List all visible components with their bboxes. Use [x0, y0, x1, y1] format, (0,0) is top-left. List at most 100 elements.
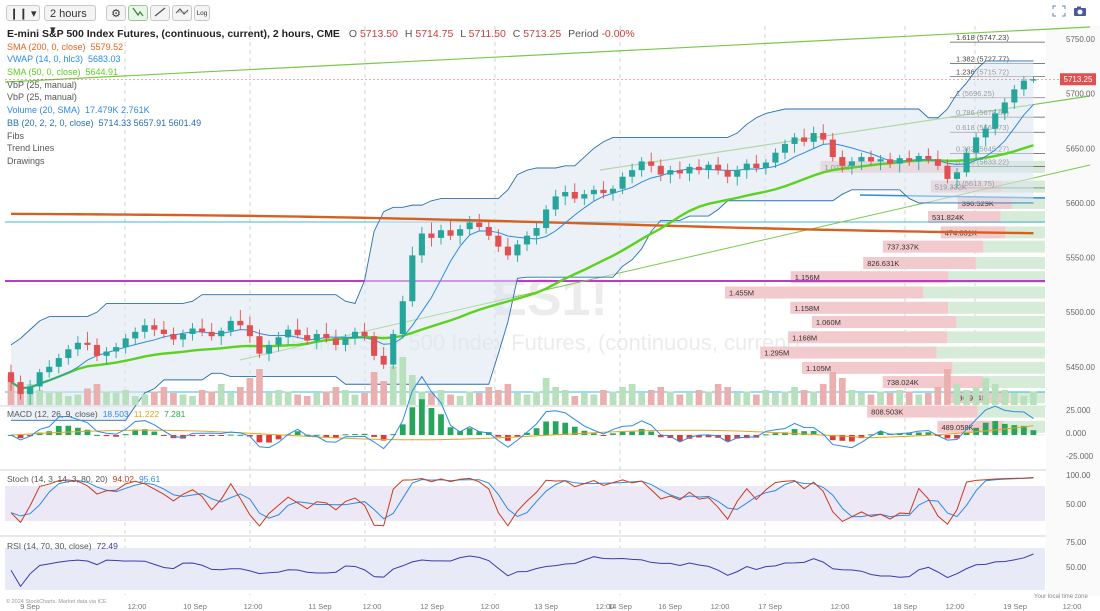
- candle-body: [237, 320, 244, 326]
- bollinger-upper-line: [10, 60, 1034, 346]
- volume-bar: [236, 387, 244, 405]
- candle-body: [600, 189, 607, 194]
- macd-histogram-bar: [925, 432, 932, 435]
- volume-bar: [877, 391, 884, 405]
- volume-bar: [122, 390, 130, 405]
- volume-bar: [924, 393, 932, 405]
- macd-name: MACD (12, 26, 9, close): [7, 409, 98, 419]
- macd-histogram-bar: [648, 431, 655, 435]
- time-axis-label: 13 Sep: [534, 602, 558, 611]
- volume-bar: [772, 393, 779, 405]
- price-axis-bg: [1046, 26, 1100, 596]
- candle-body: [552, 196, 559, 210]
- candle-body: [361, 331, 368, 337]
- volume-bar: [867, 394, 875, 405]
- candle: [418, 226, 425, 264]
- legend-row[interactable]: Fibs: [7, 130, 639, 143]
- crosshair-tool-button[interactable]: [128, 5, 148, 21]
- vbp-volume-label: 1.156M: [795, 273, 820, 282]
- legend-row[interactable]: VbP (25, manual): [7, 79, 639, 92]
- volume-bar: [389, 366, 397, 405]
- snapshot-button[interactable]: [1070, 5, 1090, 21]
- macd-hist-value: 7.281: [164, 409, 186, 419]
- indicator-value: 5714.33 5657.91 5601.49: [98, 117, 202, 128]
- candle-body: [323, 334, 330, 339]
- macd-histogram-bar: [227, 434, 234, 436]
- candle: [1001, 98, 1008, 120]
- candle-body: [848, 161, 855, 166]
- price-axis-tick: 5500.00: [1066, 308, 1095, 317]
- last-price-badge: [1060, 73, 1096, 86]
- volume-bar: [733, 393, 741, 405]
- candle-body: [648, 161, 655, 166]
- legend-row[interactable]: SMA (200, 0, close) 5579.52: [7, 41, 639, 54]
- vbp-volume-label: 1.455M: [729, 289, 754, 298]
- price-axis-tick: 5750.00: [1066, 35, 1095, 44]
- volume-bar: [752, 394, 760, 405]
- interval-dropdown[interactable]: 2 hours ▾: [44, 5, 96, 36]
- bar-style-dropdown[interactable]: ❙❙ ▾: [6, 5, 40, 21]
- macd-histogram-bar: [1030, 430, 1037, 435]
- indicator-value: 5579.52: [90, 41, 124, 52]
- candle: [447, 220, 454, 241]
- vbp-volume-label: 1.105M: [806, 364, 831, 373]
- macd-histogram-bar: [390, 434, 397, 436]
- legend-row[interactable]: Volume (20, SMA) 17.479K 2.761K: [7, 104, 639, 117]
- macd-histogram-bar: [734, 435, 741, 439]
- timezone-label[interactable]: Your local time zone: [1034, 594, 1088, 600]
- macd-histogram-bar: [342, 434, 349, 436]
- log-scale-button[interactable]: Log: [194, 5, 210, 21]
- volume-bar: [170, 393, 177, 405]
- settings-button[interactable]: ⚙: [106, 5, 126, 21]
- candle-body: [113, 347, 120, 352]
- volume-bar: [351, 394, 359, 405]
- vbp-volume-label: 1.168M: [792, 333, 817, 342]
- candle-body: [437, 230, 445, 238]
- volume-bar: [944, 369, 951, 405]
- legend-row[interactable]: SMA (50, 0, close) 5644.91: [7, 66, 639, 79]
- legend-row[interactable]: BB (20, 2, 2, 0, close) 5714.33 5657.91 5…: [7, 117, 639, 130]
- volume-bar: [45, 393, 53, 405]
- candle-body: [686, 166, 693, 174]
- macd-histogram-bar: [199, 435, 205, 436]
- candle-body: [1001, 102, 1008, 114]
- price-axis-tick: 5700.00: [1066, 90, 1095, 99]
- macd-histogram-bar: [610, 433, 616, 435]
- macd-histogram-bar: [782, 432, 788, 435]
- vbp-bar-buy: [948, 301, 1045, 314]
- legend-row[interactable]: Drawings: [7, 155, 639, 168]
- candle: [342, 334, 349, 352]
- fullscreen-button[interactable]: [1050, 5, 1068, 21]
- volume-bar: [580, 393, 588, 405]
- candle-body: [485, 226, 492, 236]
- legend-row[interactable]: Trend Lines: [7, 142, 639, 155]
- compare-tool-button[interactable]: [172, 5, 192, 21]
- vbp-bar-group: 1.158M: [790, 301, 1045, 314]
- candle-body: [638, 161, 645, 171]
- candle-body: [514, 244, 521, 256]
- volume-bar: [810, 391, 818, 405]
- camera-icon: [1074, 6, 1086, 16]
- legend-row[interactable]: VbP (25, manual): [7, 91, 639, 104]
- candle: [84, 331, 91, 351]
- candle: [887, 152, 894, 168]
- draw-tool-button[interactable]: [150, 5, 170, 21]
- candle: [638, 157, 645, 177]
- indicator-name: BB (20, 2, 2, 0, close): [7, 117, 94, 128]
- time-axis-label: 10 Sep: [183, 602, 207, 611]
- macd-histogram-bar: [533, 428, 540, 435]
- indicator-name: VWAP (14, 0, hlc3): [7, 54, 84, 65]
- volume-bar: [370, 372, 378, 405]
- indicator-name: VbP (25, manual): [7, 92, 77, 103]
- vbp-bar-buy: [975, 257, 1045, 270]
- candle: [466, 216, 473, 236]
- macd-histogram-bar: [333, 435, 339, 438]
- legend-row[interactable]: VWAP (14, 0, hlc3) 5683.03: [7, 53, 639, 66]
- indicator-name: SMA (200, 0, close): [7, 41, 86, 52]
- candle: [934, 150, 941, 171]
- volume-bar: [800, 390, 808, 405]
- vbp-volume-label: 396.529K: [962, 199, 994, 208]
- macd-histogram-bar: [677, 435, 683, 442]
- candle: [867, 150, 875, 166]
